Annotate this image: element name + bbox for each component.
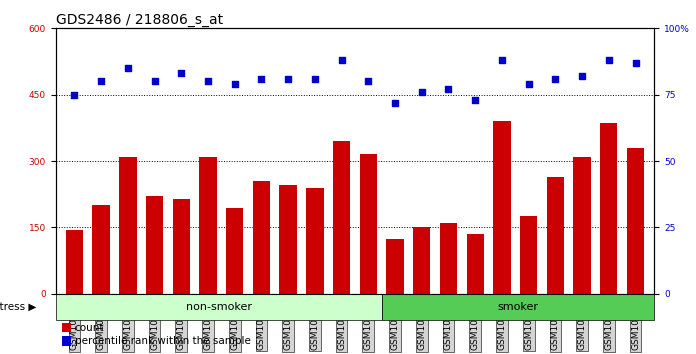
Bar	[574, 156, 591, 294]
Point	[443, 86, 454, 92]
Point	[229, 81, 240, 87]
Point	[523, 81, 535, 87]
Text: non-smoker: non-smoker	[186, 302, 252, 312]
Text: percentile rank within the sample: percentile rank within the sample	[75, 336, 251, 346]
Point	[390, 100, 401, 105]
Point	[470, 97, 481, 103]
Bar	[546, 177, 564, 294]
Point	[256, 76, 267, 81]
Point	[149, 79, 160, 84]
Point	[496, 57, 507, 63]
Bar	[386, 239, 404, 294]
Bar	[413, 227, 430, 294]
Text: GDS2486 / 218806_s_at: GDS2486 / 218806_s_at	[56, 13, 223, 27]
Bar	[280, 185, 296, 294]
Point	[576, 73, 587, 79]
Point	[95, 79, 106, 84]
Bar	[600, 124, 617, 294]
Bar	[62, 336, 71, 346]
Bar	[146, 196, 164, 294]
Bar	[466, 234, 484, 294]
Point	[416, 89, 427, 95]
Text: smoker: smoker	[498, 302, 539, 312]
Bar	[62, 323, 71, 332]
Bar	[360, 154, 377, 294]
Point	[122, 65, 134, 71]
Bar	[333, 141, 350, 294]
Point	[309, 76, 320, 81]
Bar	[627, 148, 644, 294]
Bar	[493, 121, 511, 294]
Text: count: count	[75, 323, 104, 333]
Text: stress ▶: stress ▶	[0, 302, 37, 312]
Point	[283, 76, 294, 81]
Point	[69, 92, 80, 97]
Point	[336, 57, 347, 63]
Bar	[226, 207, 244, 294]
Bar	[306, 188, 324, 294]
Point	[550, 76, 561, 81]
Bar	[382, 294, 654, 320]
Point	[603, 57, 615, 63]
Point	[630, 60, 641, 66]
Bar	[119, 156, 136, 294]
Bar	[173, 199, 190, 294]
Point	[203, 79, 214, 84]
Point	[175, 70, 187, 76]
Bar	[440, 223, 457, 294]
Bar	[199, 156, 216, 294]
Bar	[93, 205, 110, 294]
Bar	[56, 294, 382, 320]
Point	[363, 79, 374, 84]
Bar	[253, 181, 270, 294]
Bar	[520, 216, 537, 294]
Bar	[65, 230, 83, 294]
